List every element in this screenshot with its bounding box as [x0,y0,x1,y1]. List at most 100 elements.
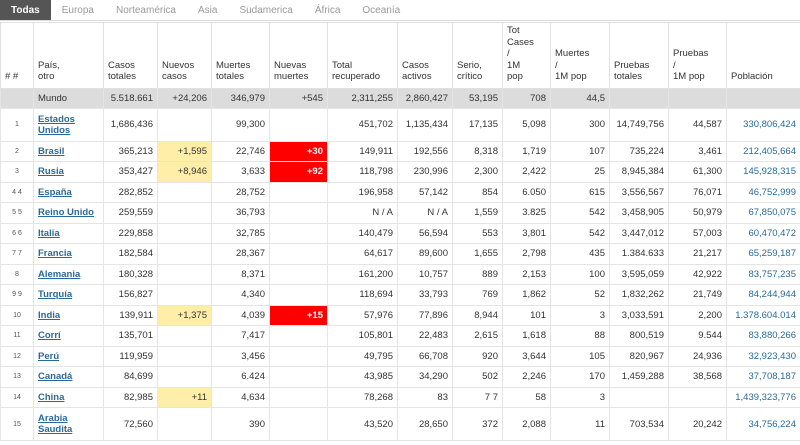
column-header[interactable]: # # [0,22,34,89]
country-row: 12 Perú 119,959 3,456 49,795 66,708 920 3,644 10… [0,345,800,367]
table-cell: Italia [33,222,104,244]
column-header[interactable]: Población [726,22,800,89]
country-link[interactable]: Arabia Saudita [38,413,73,435]
table-cell: 21,217 [668,243,727,265]
column-header[interactable]: Muertes / 1M pop [550,22,610,89]
country-link[interactable]: China [38,391,65,403]
table-cell: 8,371 [211,263,270,285]
table-cell: 2,246 [502,366,551,388]
table-cell: 83,880,266 [726,325,800,347]
table-cell: 83 [397,386,453,408]
country-link[interactable]: España [38,186,72,198]
country-link[interactable]: India [38,309,61,321]
table-cell: 84,244,944 [726,284,800,306]
country-link[interactable]: Italia [38,227,60,239]
table-cell: 3 [0,161,34,183]
table-cell [157,107,212,142]
table-cell: 390 [211,407,270,441]
country-link[interactable]: Estados Unidos [38,113,75,136]
region-tab[interactable]: Todas [0,0,51,20]
table-cell: Canadá [33,366,104,388]
table-cell: 43,985 [327,366,398,388]
table-cell [269,407,328,441]
country-row: 9 9 Turquía 156,827 4,340 118,694 33,793 769 1,… [0,284,800,306]
table-cell: 8,945,384 [609,161,669,183]
country-link[interactable]: Perú [38,350,60,362]
table-cell: 52 [550,284,610,306]
column-header[interactable]: Pruebas / 1M pop [668,22,727,89]
table-cell: 50,979 [668,202,727,224]
table-cell: 920 [452,345,503,367]
table-cell [157,263,212,285]
country-link[interactable]: Reino Unido [38,207,94,219]
table-cell [269,222,328,244]
country-link[interactable]: Rusia [38,166,64,178]
table-cell: 1,135,434 [397,107,453,142]
table-cell: 14,749,756 [609,107,669,142]
table-cell: 2,311,255 [327,87,398,109]
table-cell [157,243,212,265]
column-header[interactable]: Nuevas muertes [269,22,328,89]
country-row: 1 Estados Unidos 1,686,436 99,300 451,702 1,1… [0,107,800,142]
table-cell: 6 6 [0,222,34,244]
table-cell [726,87,800,109]
table-cell: 99,300 [211,107,270,142]
table-cell [269,325,328,347]
column-header[interactable]: Muertes totales [211,22,270,89]
column-header[interactable]: Serio, crítico [452,22,503,89]
column-header[interactable]: País, otro [33,22,104,89]
country-link[interactable]: Corrí [38,330,61,342]
table-cell [157,325,212,347]
country-link[interactable]: Brasil [38,145,65,157]
table-cell: +1,595 [157,140,212,162]
region-tab[interactable]: Asia [198,5,218,16]
table-cell: 6.050 [502,181,551,203]
column-header[interactable]: Nuevos casos [157,22,212,89]
table-cell: 3,556,567 [609,181,669,203]
table-cell: 735,224 [609,140,669,162]
table-cell: 28,367 [211,243,270,265]
column-header[interactable]: Casos activos [397,22,453,89]
country-link[interactable]: Canadá [38,371,73,383]
table-cell: 365,213 [103,140,158,162]
country-link[interactable]: Turquía [38,289,73,301]
region-tab[interactable]: Sudamerica [239,5,293,16]
table-cell: 5,098 [502,107,551,142]
table-cell: 145,928,315 [726,161,800,183]
table-cell: 1 [0,107,34,142]
column-header[interactable]: Casos totales [103,22,158,89]
table-cell: 7,417 [211,325,270,347]
region-tab[interactable]: África [314,5,341,16]
column-header[interactable]: Total recuperado [327,22,398,89]
table-cell: 282,852 [103,181,158,203]
table-cell [668,386,727,408]
table-cell: Reino Unido [33,202,104,224]
table-cell: 22,483 [397,325,453,347]
table-cell: 435 [550,243,610,265]
table-cell: 37,708,187 [726,366,800,388]
table-cell: 118,798 [327,161,398,183]
region-tab[interactable]: Norteamérica [115,5,176,16]
column-header[interactable]: Tot Cases / 1M pop [502,22,551,89]
table-cell: 4 4 [0,181,34,203]
table-cell: 139,911 [103,304,158,326]
column-header[interactable]: Pruebas totales [609,22,669,89]
table-cell: Arabia Saudita [33,407,104,441]
table-cell [269,386,328,408]
table-cell: 3,595,059 [609,263,669,285]
region-tab[interactable]: Europa [61,5,94,16]
country-row: 7 7 Francia 182,584 28,367 64,617 89,600 1,655… [0,243,800,265]
table-cell: 28,752 [211,181,270,203]
table-cell: 135,701 [103,325,158,347]
country-link[interactable]: Francia [38,248,72,260]
country-row: 13 Canadá 84,699 6.424 43,985 34,290 502 2,246 1… [0,366,800,388]
table-cell: 451,702 [327,107,398,142]
country-link[interactable]: Alemania [38,268,81,280]
country-row: 4 4 España 282,852 28,752 196,958 57,142 854 6.… [0,181,800,203]
region-tab[interactable]: Oceanía [362,5,401,16]
table-cell: 78,268 [327,386,398,408]
table-cell: 83,757,235 [726,263,800,285]
table-cell: 57,976 [327,304,398,326]
table-cell: 6.424 [211,366,270,388]
